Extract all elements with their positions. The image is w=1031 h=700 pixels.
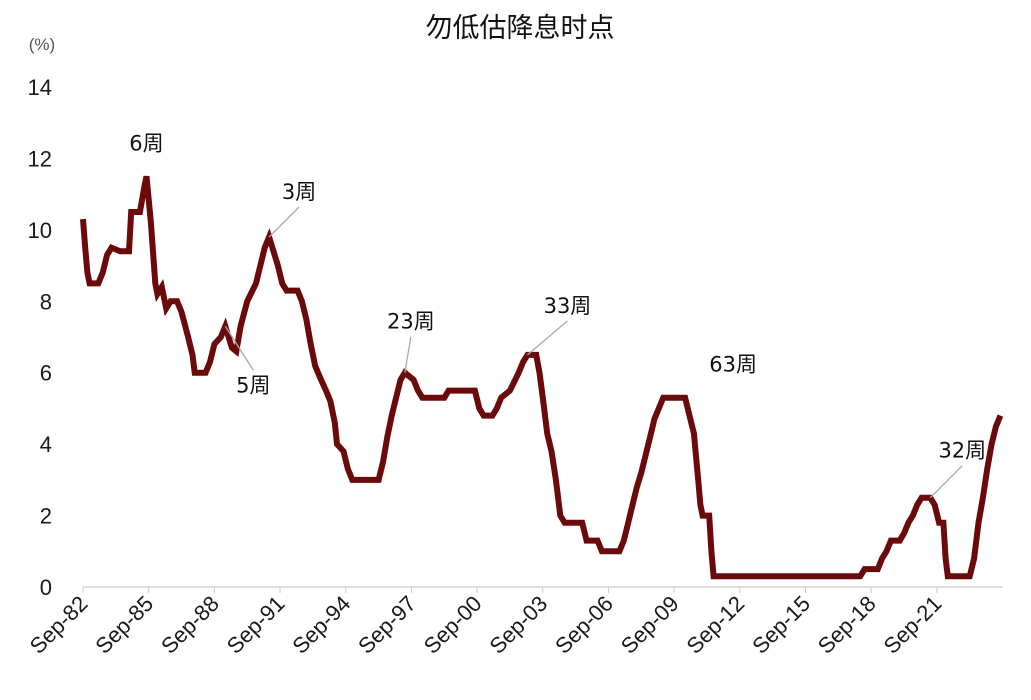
x-tick-label: Sep-21: [879, 591, 947, 659]
y-tick-label: 8: [40, 289, 52, 314]
y-tick-label: 4: [40, 432, 52, 457]
x-tick-label: Sep-97: [353, 591, 421, 659]
x-tick-label: Sep-09: [616, 591, 684, 659]
series-layer: [80, 175, 1004, 580]
annotation-leader-line: [224, 325, 254, 371]
y-axis: 0 2 4 6 8 10 12 14: [28, 75, 52, 600]
x-tick-label: Sep-00: [419, 591, 487, 659]
x-tick-label: Sep-88: [156, 591, 224, 659]
annotation-leader-line: [268, 206, 300, 238]
x-tick-label: Sep-18: [813, 591, 881, 659]
annotation-leader-line: [527, 320, 568, 356]
annotation-label: 5周: [236, 373, 270, 397]
chart-title: 勿低估降息时点: [426, 13, 615, 44]
annotation-leader-line: [929, 465, 963, 499]
annotation-label: 33周: [544, 294, 592, 318]
y-axis-unit: (%): [29, 35, 55, 54]
series-line-0: [80, 175, 1004, 580]
annotation-layer: 6周 3周 5周 23周 33周 63周 32周: [129, 131, 986, 499]
y-tick-label: 12: [28, 146, 52, 171]
annotation-label: 3周: [282, 180, 316, 204]
x-tick-label: Sep-03: [484, 591, 552, 659]
x-tick-label: Sep-06: [550, 591, 618, 659]
annotation-label: 6周: [129, 131, 163, 155]
x-tick-label: Sep-82: [25, 591, 93, 659]
y-tick-label: 14: [28, 75, 52, 100]
annotation-label: 23周: [387, 310, 435, 334]
y-tick-label: 10: [28, 218, 52, 243]
annotation-label: 63周: [709, 353, 757, 377]
x-tick-label: Sep-85: [90, 591, 158, 659]
x-tick-label: Sep-91: [222, 591, 290, 659]
annotation-label: 32周: [938, 439, 986, 463]
y-tick-label: 6: [40, 361, 52, 386]
x-axis: Sep-82Sep-85Sep-88Sep-91Sep-94Sep-97Sep-…: [25, 586, 1003, 659]
x-tick-label: Sep-94: [287, 591, 355, 659]
y-tick-label: 2: [40, 504, 52, 529]
x-tick-label: Sep-12: [682, 591, 750, 659]
annotation-leader-line: [404, 336, 412, 373]
y-tick-label: 0: [40, 575, 52, 600]
x-tick-label: Sep-15: [747, 591, 815, 659]
